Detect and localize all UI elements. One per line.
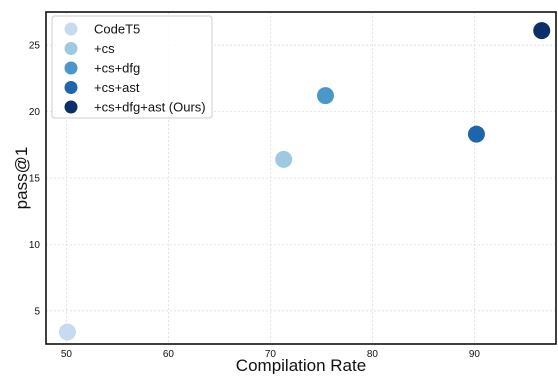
y-tick-label: 15 [29, 174, 41, 185]
data-points [58, 22, 551, 341]
legend-marker [64, 81, 78, 94]
legend-label: +cs+dfg [94, 61, 140, 76]
plot-frame [45, 11, 557, 345]
x-tick-label: 90 [469, 349, 481, 360]
legend-marker [64, 22, 78, 36]
legend-label: +cs+dfg+ast (Ours) [94, 100, 206, 115]
legend-label: +cs [94, 41, 115, 56]
data-point [316, 87, 334, 105]
legend-marker [64, 42, 78, 55]
x-axis-title: Compilation Rate [236, 356, 366, 374]
legend-box [51, 15, 213, 119]
x-tick-label: 70 [265, 349, 277, 360]
x-tick-label: 60 [163, 349, 175, 360]
data-point [467, 125, 485, 143]
data-point [533, 22, 551, 40]
legend-marker [64, 61, 78, 75]
y-tick-label: 25 [29, 41, 41, 52]
x-tick-label: 80 [367, 349, 379, 360]
grid [46, 12, 556, 344]
legend-label: CodeT5 [94, 22, 140, 37]
x-tick-label: 50 [61, 349, 73, 360]
data-point [58, 323, 76, 341]
y-tick-label: 5 [34, 306, 40, 317]
y-axis-title: pass@1 [12, 147, 31, 210]
legend-marker [64, 100, 78, 114]
y-tick-label: 10 [29, 240, 41, 251]
y-tick-label: 20 [29, 107, 41, 118]
legend-items: CodeT5 +cs +cs+dfg +cs+ast +cs+dfg+ast (Ours… [64, 22, 206, 115]
legend: CodeT5 +cs +cs+dfg +cs+ast +cs+dfg+ast (Ours… [51, 15, 213, 119]
legend-label: +cs+ast [94, 80, 140, 95]
data-point [275, 150, 293, 168]
ticks: 50 60 70 80 90 5 10 15 20 25 [29, 41, 481, 360]
